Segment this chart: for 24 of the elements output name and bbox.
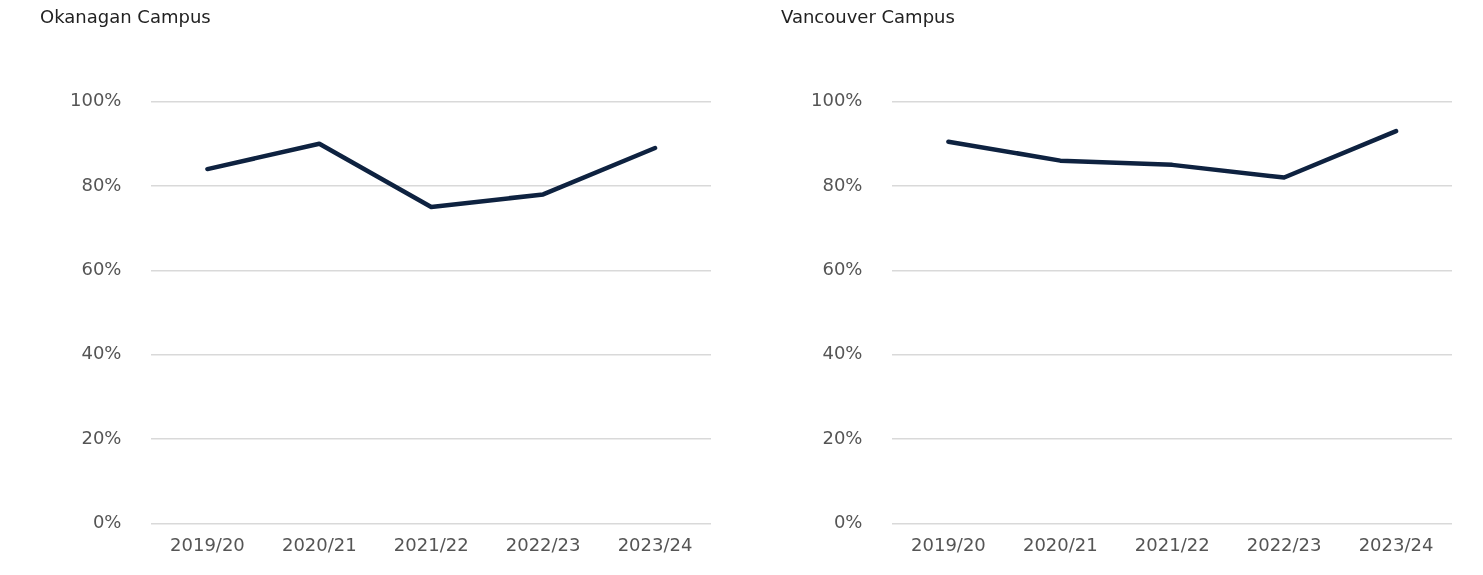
- x-tick-label: 2023/24: [1358, 533, 1434, 555]
- y-tick-label: 100%: [810, 89, 863, 111]
- x-tick-label: 2019/20: [911, 533, 986, 555]
- y-tick-label: 80%: [822, 173, 863, 195]
- y-tick-label: 40%: [822, 342, 863, 364]
- x-tick-label: 2021/22: [393, 533, 469, 555]
- y-tick-label: 20%: [822, 426, 863, 448]
- y-tick-label: 0%: [92, 511, 122, 533]
- chart-title: Okanagan Campus: [40, 6, 211, 28]
- x-tick-label: 2022/23: [505, 533, 581, 555]
- x-tick-label: 2021/22: [1134, 533, 1210, 555]
- y-tick-label: 60%: [822, 257, 863, 279]
- y-tick-label: 100%: [69, 89, 122, 111]
- y-tick-label: 0%: [833, 511, 863, 533]
- x-tick-label: 2020/21: [1022, 533, 1098, 555]
- y-tick-label: 40%: [81, 342, 122, 364]
- x-tick-label: 2022/23: [1246, 533, 1322, 555]
- y-tick-label: 80%: [81, 173, 122, 195]
- x-tick-label: 2020/21: [281, 533, 357, 555]
- y-tick-label: 20%: [81, 426, 122, 448]
- y-tick-label: 60%: [81, 257, 122, 279]
- x-tick-label: 2023/24: [617, 533, 693, 555]
- x-tick-label: 2019/20: [170, 533, 245, 555]
- chart-title: Vancouver Campus: [781, 6, 955, 28]
